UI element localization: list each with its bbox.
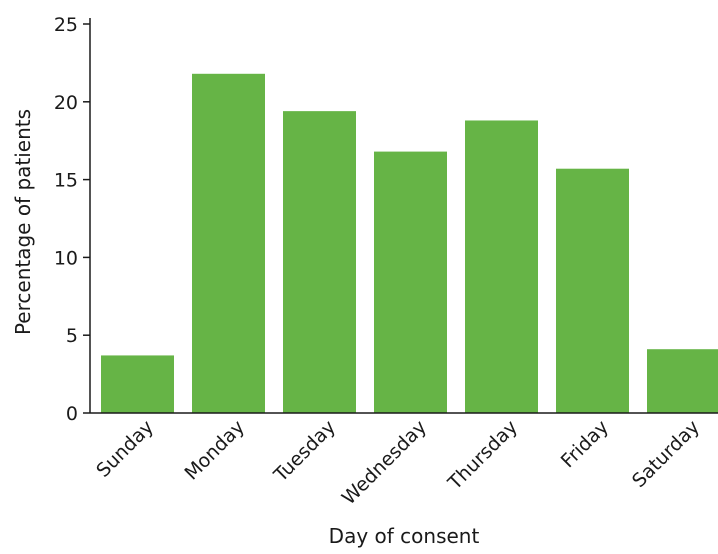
bars-group bbox=[101, 73, 718, 414]
y-tick-label: 15 bbox=[54, 170, 78, 192]
bar-saturday bbox=[647, 349, 718, 413]
bar-wednesday bbox=[374, 151, 447, 414]
y-tick-label: 20 bbox=[54, 92, 78, 114]
x-tick-label-monday: Monday bbox=[180, 416, 249, 485]
x-tick-label-sunday: Sunday bbox=[92, 416, 158, 482]
x-axis-title: Day of consent bbox=[329, 524, 480, 548]
x-tick-label-wednesday: Wednesday bbox=[338, 416, 431, 509]
bar-friday bbox=[556, 168, 629, 413]
bar-sunday bbox=[101, 355, 174, 413]
y-tick-label: 5 bbox=[66, 325, 78, 347]
y-tick-label: 25 bbox=[54, 14, 78, 36]
bar-monday bbox=[192, 73, 265, 414]
y-tick-label: 10 bbox=[54, 247, 78, 269]
x-tick-label-saturday: Saturday bbox=[628, 416, 704, 492]
x-tick-label-thursday: Thursday bbox=[443, 416, 522, 495]
bar-tuesday bbox=[283, 111, 356, 414]
y-axis: 0 5 10 15 20 25 bbox=[54, 14, 91, 425]
bar-thursday bbox=[465, 120, 538, 414]
x-tick-label-friday: Friday bbox=[557, 416, 613, 472]
y-tick-label: 0 bbox=[66, 403, 78, 425]
y-axis-title: Percentage of patients bbox=[11, 109, 35, 335]
x-tick-label-tuesday: Tuesday bbox=[269, 416, 340, 487]
